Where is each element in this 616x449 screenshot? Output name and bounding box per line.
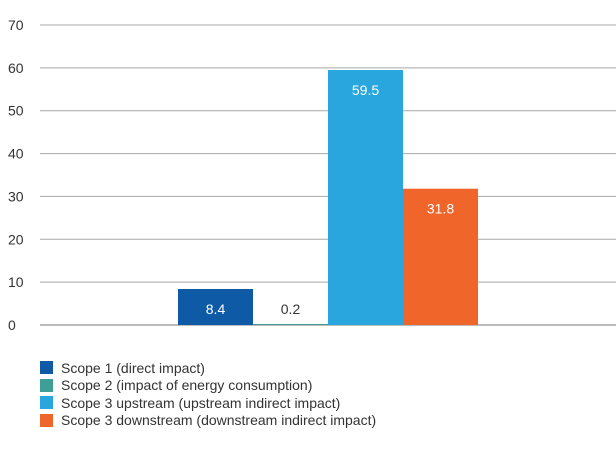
legend-label: Scope 2 (impact of energy consumption) [61,377,313,394]
data-label-1: 8.4 [206,301,226,317]
legend-label: Scope 1 (direct impact) [61,359,205,376]
legend-swatch [40,413,53,427]
y-tick-label: 10 [8,274,24,290]
data-label-3: 59.5 [352,82,379,98]
legend-label: Scope 3 downstream (downstream indirect … [61,412,377,429]
y-axis: 0 10 20 30 40 50 60 70 [8,17,24,333]
bar-2 [253,324,328,325]
bar-1 [178,289,253,325]
bar-3 [328,70,403,325]
legend-swatch [40,361,53,375]
y-tick-label: 20 [8,231,24,247]
legend-item: Scope 2 (impact of energy consumption) [40,377,376,395]
legend-item: Scope 3 upstream (upstream indirect impa… [40,394,376,412]
y-tick-label: 30 [8,188,24,204]
y-tick-label: 70 [8,17,24,33]
legend-swatch [40,378,53,392]
legend-item: Scope 3 downstream (downstream indirect … [40,412,376,430]
data-labels: 8.4 0.2 59.5 31.8 [206,82,455,317]
bar-4 [403,188,478,325]
legend-swatch [40,396,53,410]
y-tick-label: 50 [8,103,24,119]
y-tick-label: 60 [8,60,24,76]
y-tick-label: 40 [8,146,24,162]
y-tick-label: 0 [8,317,16,333]
legend: Scope 1 (direct impact) Scope 2 (impact o… [40,359,376,429]
legend-item: Scope 1 (direct impact) [40,359,376,377]
data-label-2: 0.2 [281,301,301,317]
bar-chart: 0 10 20 30 40 50 60 70 8.4 0.2 59.5 31.8 [8,17,616,333]
bars [178,70,478,325]
data-label-4: 31.8 [427,201,454,217]
legend-label: Scope 3 upstream (upstream indirect impa… [61,394,341,411]
